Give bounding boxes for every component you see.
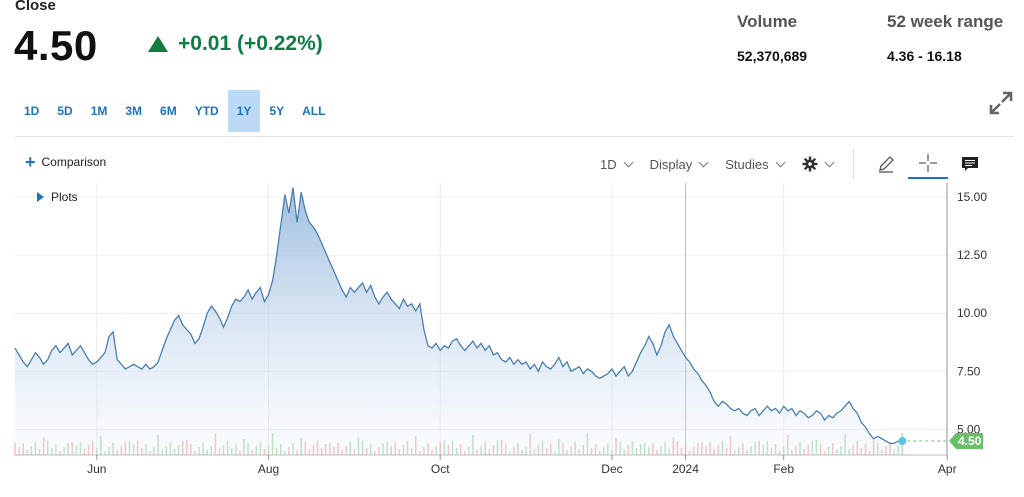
y-tick-label: 12.50 <box>957 248 987 262</box>
plus-icon: + <box>25 152 36 172</box>
x-tick-label: Aug <box>258 462 279 476</box>
chevron-down-icon <box>775 157 786 168</box>
settings-dropdown[interactable] <box>802 156 835 172</box>
close-label: Close <box>15 0 56 14</box>
range-label: 52 week range <box>887 12 1004 31</box>
x-axis: Jun Aug Oct Dec 2024 Feb Apr <box>87 455 957 476</box>
change-value: +0.01 (+0.22%) <box>178 32 323 55</box>
display-dropdown[interactable]: Display <box>649 156 709 172</box>
plots-toggle-label[interactable]: Plots <box>37 190 78 204</box>
volume-label: Volume <box>737 12 798 31</box>
range-selector: 1D 5D 1M 3M 6M YTD 1Y 5Y ALL <box>15 90 334 132</box>
y-axis: 5.00 7.50 10.00 12.50 15.00 <box>957 190 987 436</box>
pencil-icon <box>878 156 894 173</box>
range-5y-button[interactable]: 5Y <box>269 104 285 118</box>
y-tick-label: 15.00 <box>957 190 987 204</box>
interval-label: 1D <box>600 156 617 172</box>
price-value: 4.50 <box>14 22 98 69</box>
last-price-label: 4.50 <box>958 434 982 448</box>
chevron-down-icon <box>698 157 709 168</box>
x-tick-label: 2024 <box>672 462 699 476</box>
range-stat: 52 week range 4.36 - 16.18 <box>887 12 1003 64</box>
volume-stat: Volume 52,370,689 <box>737 12 807 64</box>
chevron-down-icon <box>623 157 634 168</box>
comment-icon <box>961 157 978 171</box>
crosshair-tool-button[interactable] <box>907 149 948 179</box>
range-5d-button[interactable]: 5D <box>57 104 73 118</box>
last-price-marker <box>898 437 907 446</box>
range-value: 4.36 - 16.18 <box>887 48 962 64</box>
x-tick-label: Feb <box>773 462 794 476</box>
x-tick-label: Oct <box>431 462 450 476</box>
y-tick-label: 5.00 <box>957 422 981 436</box>
range-all-button[interactable]: ALL <box>302 104 326 118</box>
triangle-right-icon <box>37 192 44 202</box>
studies-dropdown[interactable]: Studies <box>725 156 786 172</box>
last-price-tag-shape <box>949 433 983 450</box>
range-1m-button[interactable]: 1M <box>90 104 108 118</box>
toolbar-divider <box>852 149 854 179</box>
volume-value: 52,370,689 <box>737 48 808 64</box>
x-tick-label: Apr <box>938 462 957 476</box>
expand-icon[interactable] <box>988 90 1014 116</box>
price-line <box>14 187 903 445</box>
comparison-button[interactable]: + Comparison <box>25 152 107 172</box>
notes-tool-button[interactable] <box>950 149 990 179</box>
draw-tool-button[interactable] <box>866 149 906 179</box>
up-arrow-icon <box>148 36 168 52</box>
range-1d-button[interactable]: 1D <box>24 104 40 118</box>
range-6m-button[interactable]: 6M <box>160 104 177 118</box>
chart-toolbar: 1D Display Studies <box>600 149 992 179</box>
range-ytd-button[interactable]: YTD <box>194 104 219 118</box>
price-change: +0.01 (+0.22%) <box>148 32 323 56</box>
crosshair-icon <box>918 154 937 172</box>
range-1y-button[interactable]: 1Y <box>227 90 261 132</box>
gear-icon <box>802 156 818 172</box>
price-area <box>15 187 903 455</box>
interval-dropdown[interactable]: 1D <box>600 156 634 172</box>
x-tick-label: Jun <box>87 462 106 476</box>
display-label: Display <box>649 156 693 172</box>
comparison-label: Comparison <box>41 155 107 169</box>
y-tick-label: 7.50 <box>957 364 981 378</box>
x-tick-label: Dec <box>601 462 622 476</box>
chevron-down-icon <box>824 157 835 168</box>
plots-label: Plots <box>51 190 78 204</box>
studies-label: Studies <box>725 156 769 172</box>
y-tick-label: 10.00 <box>957 306 987 320</box>
price-chart[interactable]: 5.00 7.50 10.00 12.50 15.00 Jun Aug Oct Dec 2024… <box>0 183 1024 497</box>
last-price-tag: 4.50 <box>949 433 983 450</box>
range-3m-button[interactable]: 3M <box>125 104 143 118</box>
header-divider <box>15 136 1014 137</box>
